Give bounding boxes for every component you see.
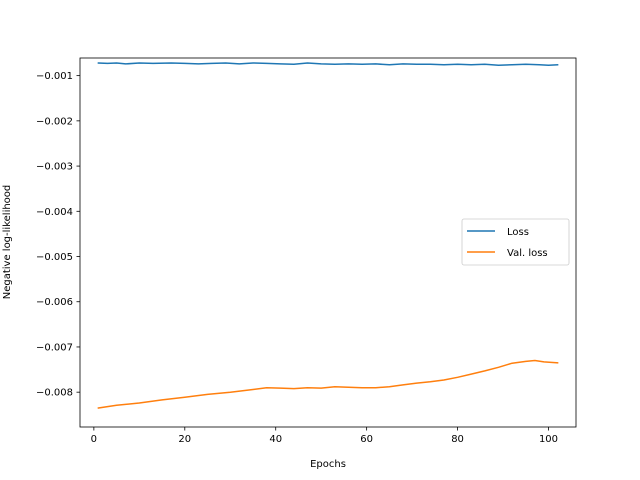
x-axis-label: Epochs [310,459,346,470]
x-tick-label: 60 [360,434,373,445]
y-axis-ticks: −0.008 −0.007 −0.006 −0.005 −0.004 −0.003 −0.0… [36,71,80,399]
y-tick-label: −0.007 [36,342,73,353]
x-tick-label: 100 [539,434,558,445]
x-tick-label: 0 [91,434,97,445]
legend-label-val-loss: Val. loss [507,248,548,259]
x-tick-label: 20 [178,434,191,445]
y-tick-label: −0.008 [36,388,73,399]
x-tick-label: 40 [269,434,282,445]
y-tick-label: −0.003 [36,162,73,173]
y-tick-label: −0.002 [36,116,73,127]
x-tick-label: 80 [451,434,464,445]
legend: Loss Val. loss [461,218,570,266]
legend-label-loss: Loss [507,227,529,238]
series-line-val-loss [97,359,559,409]
axes-frame [79,57,577,428]
y-tick-label: −0.001 [36,71,73,82]
x-axis-ticks: 0 20 40 60 80 100 [91,427,558,445]
y-tick-label: −0.006 [36,297,73,308]
y-axis-label: Negative log-likelihood [2,185,13,300]
plot-lines [97,62,559,409]
series-line-loss [97,62,559,66]
y-tick-label: −0.004 [36,207,73,218]
y-tick-label: −0.005 [36,252,73,263]
